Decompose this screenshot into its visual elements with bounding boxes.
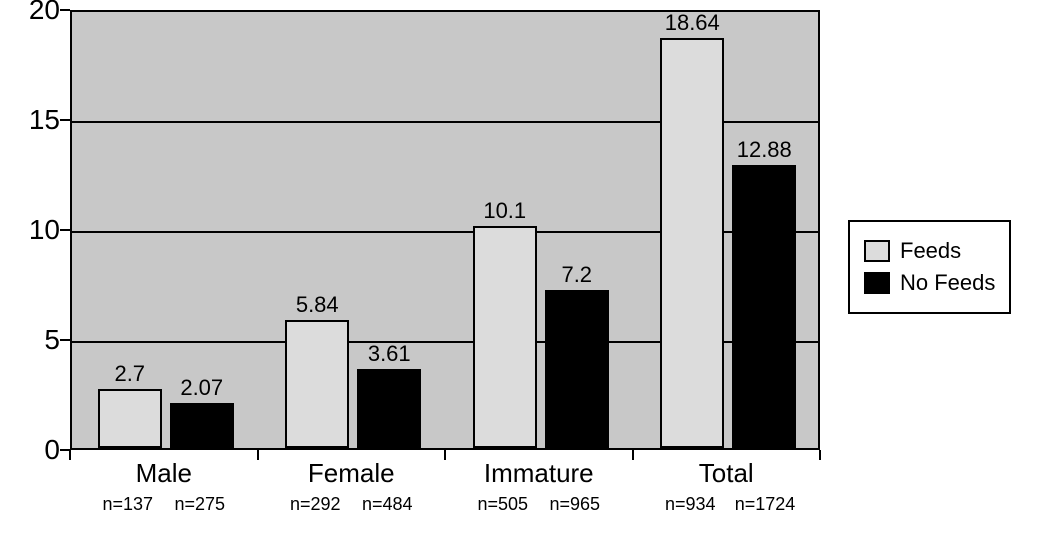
y-tickmark-10 bbox=[60, 229, 70, 231]
legend-item-nofeeds: No Feeds bbox=[864, 270, 995, 296]
chart-container: 20 15 10 5 0 2.7 2.07 5.84 bbox=[0, 0, 1050, 560]
bar-value-female-feeds: 5.84 bbox=[296, 292, 339, 318]
y-tick-5: 5 bbox=[0, 324, 60, 356]
n-female-feeds: n=292 bbox=[290, 494, 341, 515]
bar-value-male-nofeeds: 2.07 bbox=[180, 375, 223, 401]
n-immature-feeds: n=505 bbox=[477, 494, 528, 515]
n-female-nofeeds: n=484 bbox=[362, 494, 413, 515]
x-tickmark-4 bbox=[819, 450, 821, 460]
bar-female-feeds: 5.84 bbox=[285, 320, 349, 449]
bar-value-male-feeds: 2.7 bbox=[114, 361, 145, 387]
y-tick-15: 15 bbox=[0, 104, 60, 136]
bar-male-feeds: 2.7 bbox=[98, 389, 162, 448]
y-tickmark-5 bbox=[60, 339, 70, 341]
plot-column: 20 15 10 5 0 2.7 2.07 5.84 bbox=[0, 0, 840, 560]
n-total-nofeeds: n=1724 bbox=[735, 494, 796, 515]
legend-column: Feeds No Feeds bbox=[840, 0, 1040, 314]
x-tickmark-1 bbox=[257, 450, 259, 460]
legend-swatch-feeds bbox=[864, 240, 890, 262]
legend-item-feeds: Feeds bbox=[864, 238, 995, 264]
n-immature-nofeeds: n=965 bbox=[549, 494, 600, 515]
x-label-immature: Immature bbox=[484, 458, 594, 489]
n-total-feeds: n=934 bbox=[665, 494, 716, 515]
bar-value-total-feeds: 18.64 bbox=[665, 10, 720, 36]
bar-female-nofeeds: 3.61 bbox=[357, 369, 421, 448]
x-tickmark-0 bbox=[69, 450, 71, 460]
bar-immature-nofeeds: 7.2 bbox=[545, 290, 609, 448]
y-tick-20: 20 bbox=[0, 0, 60, 26]
bar-value-immature-feeds: 10.1 bbox=[483, 198, 526, 224]
bar-value-female-nofeeds: 3.61 bbox=[368, 341, 411, 367]
y-tickmark-20 bbox=[60, 9, 70, 11]
plot-area: 2.7 2.07 5.84 3.61 10.1 7.2 18.64 bbox=[70, 10, 820, 450]
x-label-male: Male bbox=[136, 458, 192, 489]
bar-total-feeds: 18.64 bbox=[660, 38, 724, 448]
x-tickmark-2 bbox=[444, 450, 446, 460]
x-tickmark-3 bbox=[632, 450, 634, 460]
bar-immature-feeds: 10.1 bbox=[473, 226, 537, 448]
bar-total-nofeeds: 12.88 bbox=[732, 165, 796, 448]
y-tick-0: 0 bbox=[0, 434, 60, 466]
legend-label-nofeeds: No Feeds bbox=[900, 270, 995, 296]
legend-box: Feeds No Feeds bbox=[848, 220, 1011, 314]
n-male-feeds: n=137 bbox=[102, 494, 153, 515]
bar-value-immature-nofeeds: 7.2 bbox=[561, 262, 592, 288]
x-label-total: Total bbox=[699, 458, 754, 489]
legend-swatch-nofeeds bbox=[864, 272, 890, 294]
x-label-female: Female bbox=[308, 458, 395, 489]
bar-male-nofeeds: 2.07 bbox=[170, 403, 234, 449]
legend-label-feeds: Feeds bbox=[900, 238, 961, 264]
y-tickmark-15 bbox=[60, 119, 70, 121]
n-male-nofeeds: n=275 bbox=[174, 494, 225, 515]
y-tick-10: 10 bbox=[0, 214, 60, 246]
bar-value-total-nofeeds: 12.88 bbox=[737, 137, 792, 163]
